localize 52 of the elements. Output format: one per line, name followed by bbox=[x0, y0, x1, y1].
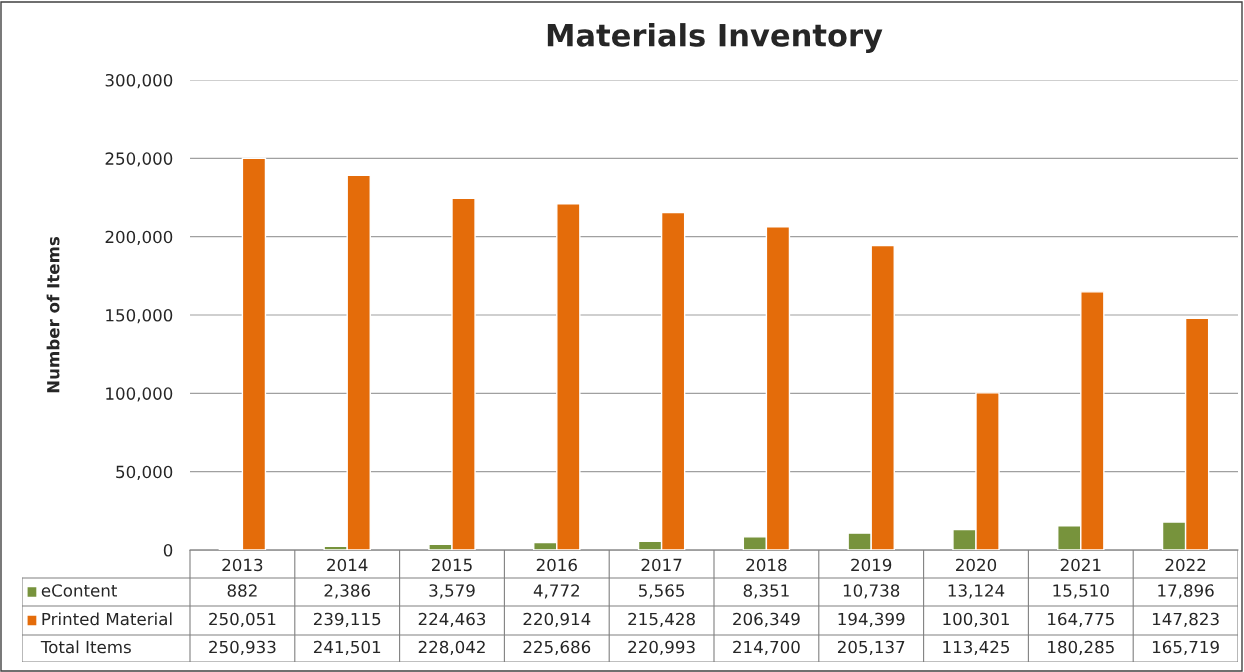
text: 214,700 bbox=[733, 640, 800, 656]
data-label: 882 bbox=[227, 584, 257, 597]
data-label: 10,738 bbox=[843, 584, 900, 599]
data-label: 13,124 bbox=[948, 584, 1005, 599]
text: 165,719 bbox=[1152, 640, 1219, 656]
text: 225,686 bbox=[523, 640, 591, 656]
y-tick-label: 0 bbox=[163, 543, 173, 557]
data-label: 15,510 bbox=[1053, 584, 1109, 599]
y-axis-title: Number of Items bbox=[46, 236, 60, 393]
text: 180,285 bbox=[1048, 640, 1114, 656]
y-tick-label: 200,000 bbox=[105, 230, 173, 245]
y-tick-label: 150,000 bbox=[106, 308, 173, 324]
x-tick-label: 2022 bbox=[1165, 558, 1206, 572]
text: 205,137 bbox=[837, 640, 905, 656]
data-label: 8,351 bbox=[743, 584, 789, 599]
data-label: 194,399 bbox=[838, 612, 905, 628]
chart-title: Materials Inventory bbox=[547, 23, 883, 53]
data-label: 224,463 bbox=[418, 612, 486, 628]
data-label: 147,823 bbox=[1152, 612, 1219, 628]
data-label: 164,775 bbox=[1048, 612, 1114, 628]
data-label: 3,579 bbox=[429, 584, 475, 599]
legend-label: Printed Material bbox=[42, 612, 172, 626]
data-label: 239,115 bbox=[313, 612, 381, 628]
data-label: 100,301 bbox=[943, 612, 1009, 628]
x-tick-label: 2014 bbox=[327, 558, 368, 572]
x-tick-label: 2016 bbox=[536, 558, 577, 572]
y-tick-label: 100,000 bbox=[106, 387, 173, 402]
text: 220,993 bbox=[628, 640, 695, 656]
data-label: 2,386 bbox=[324, 584, 371, 599]
x-tick-label: 2013 bbox=[222, 558, 263, 572]
x-tick-label: 2017 bbox=[641, 558, 682, 572]
text: 241,501 bbox=[313, 640, 381, 656]
y-tick-label: 300,000 bbox=[105, 73, 173, 89]
x-tick-label: 2018 bbox=[746, 558, 787, 572]
data-label: 206,349 bbox=[733, 612, 800, 628]
data-label: 5,565 bbox=[639, 584, 684, 599]
y-tick-label: 50,000 bbox=[116, 465, 173, 480]
text: 113,425 bbox=[943, 640, 1009, 656]
data-label: 17,896 bbox=[1158, 584, 1214, 599]
data-label: 215,428 bbox=[628, 612, 695, 628]
text: Total Items bbox=[40, 640, 131, 654]
x-tick-label: 2020 bbox=[956, 558, 997, 572]
data-label: 250,051 bbox=[209, 612, 276, 628]
x-tick-label: 2015 bbox=[432, 558, 472, 572]
text: 228,042 bbox=[418, 640, 485, 656]
data-label: 220,914 bbox=[523, 612, 591, 628]
data-label: 4,772 bbox=[533, 584, 579, 599]
x-tick-label: 2021 bbox=[1060, 558, 1101, 572]
y-tick-label: 250,000 bbox=[105, 152, 173, 167]
x-tick-label: 2019 bbox=[851, 558, 892, 572]
text: 250,933 bbox=[209, 640, 276, 656]
legend-label: eContent bbox=[41, 584, 117, 597]
